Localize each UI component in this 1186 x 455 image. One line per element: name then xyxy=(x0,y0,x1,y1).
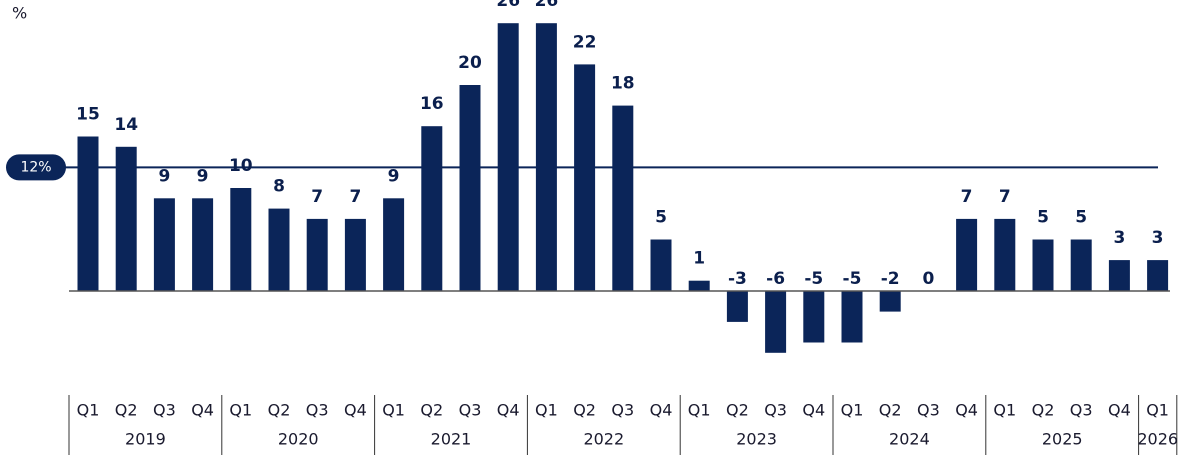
value-label: 9 xyxy=(197,166,209,186)
value-label: 18 xyxy=(611,74,635,94)
x-tick-label: Q3 xyxy=(917,401,940,420)
value-label: -3 xyxy=(728,269,747,289)
bar xyxy=(230,188,252,291)
x-tick-label: Q3 xyxy=(1070,401,1093,420)
bar xyxy=(306,218,328,291)
x-tick-label: Q4 xyxy=(497,401,520,420)
group-label: 2022 xyxy=(583,430,624,449)
value-label: 26 xyxy=(496,0,520,11)
bar xyxy=(344,218,366,291)
value-label: 7 xyxy=(349,187,361,207)
value-label: 22 xyxy=(573,32,597,52)
value-label: -2 xyxy=(881,269,900,289)
x-tick-label: Q3 xyxy=(764,401,787,420)
bar xyxy=(612,105,634,291)
bar xyxy=(459,85,481,291)
bar xyxy=(268,208,290,291)
reference-label: 12% xyxy=(20,159,51,175)
x-tick-label: Q1 xyxy=(841,401,864,420)
x-tick-label: Q2 xyxy=(726,401,749,420)
value-label: -6 xyxy=(766,269,785,289)
x-tick-label: Q1 xyxy=(688,401,711,420)
x-tick-label: Q4 xyxy=(955,401,978,420)
x-tick-label: Q1 xyxy=(535,401,558,420)
group-label: 2020 xyxy=(278,430,319,449)
group-label: 2026 xyxy=(1137,430,1178,449)
value-label: 7 xyxy=(999,187,1011,207)
bar xyxy=(650,239,672,291)
x-tick-label: Q4 xyxy=(1108,401,1131,420)
x-tick-label: Q2 xyxy=(268,401,291,420)
x-tick-label: Q2 xyxy=(573,401,596,420)
value-label: 0 xyxy=(922,269,934,289)
value-label: 1 xyxy=(693,249,705,269)
value-label: 8 xyxy=(273,177,285,197)
value-label: 7 xyxy=(961,187,973,207)
bar xyxy=(956,218,978,291)
bar xyxy=(765,291,787,353)
x-tick-label: Q2 xyxy=(879,401,902,420)
bar xyxy=(153,198,175,291)
x-tick-label: Q4 xyxy=(344,401,367,420)
bar xyxy=(192,198,214,291)
reference-badge xyxy=(6,154,66,181)
x-tick-label: Q2 xyxy=(1032,401,1055,420)
x-tick-label: Q3 xyxy=(459,401,482,420)
value-label: 9 xyxy=(388,166,400,186)
value-label: -5 xyxy=(804,269,823,289)
bar xyxy=(1108,260,1130,291)
group-label: 2025 xyxy=(1042,430,1083,449)
x-tick-label: Q1 xyxy=(229,401,252,420)
x-tick-label: Q3 xyxy=(611,401,634,420)
bar xyxy=(535,23,557,291)
value-label: 26 xyxy=(535,0,559,11)
bar xyxy=(803,291,825,343)
bar xyxy=(574,64,596,292)
bar xyxy=(879,291,901,312)
group-label: 2024 xyxy=(889,430,930,449)
value-label: 15 xyxy=(76,105,100,125)
bar xyxy=(421,126,443,291)
bar xyxy=(1070,239,1092,291)
x-tick-label: Q1 xyxy=(382,401,405,420)
x-tick-label: Q3 xyxy=(306,401,329,420)
group-label: 2023 xyxy=(736,430,777,449)
x-tick-label: Q4 xyxy=(191,401,214,420)
bar xyxy=(115,146,137,291)
group-label: 2019 xyxy=(125,430,166,449)
value-label: 7 xyxy=(311,187,323,207)
x-tick-label: Q2 xyxy=(115,401,138,420)
x-tick-label: Q4 xyxy=(650,401,673,420)
value-label: 16 xyxy=(420,94,444,114)
group-label: 2021 xyxy=(431,430,472,449)
bar xyxy=(688,280,710,291)
bar xyxy=(1032,239,1054,291)
value-label: 3 xyxy=(1113,228,1125,248)
x-tick-label: Q1 xyxy=(77,401,100,420)
value-label: 3 xyxy=(1152,228,1164,248)
value-label: 9 xyxy=(158,166,170,186)
value-label: 10 xyxy=(229,156,253,176)
value-label: 5 xyxy=(1075,208,1087,228)
bar xyxy=(726,291,748,322)
value-label: 5 xyxy=(655,208,667,228)
x-tick-label: Q3 xyxy=(153,401,176,420)
value-label: 20 xyxy=(458,53,482,73)
x-tick-label: Q4 xyxy=(802,401,825,420)
unit-label: % xyxy=(12,4,27,23)
x-tick-label: Q1 xyxy=(1146,401,1169,420)
value-label: 5 xyxy=(1037,208,1049,228)
x-tick-label: Q2 xyxy=(420,401,443,420)
bar xyxy=(497,23,519,291)
x-tick-label: Q1 xyxy=(993,401,1016,420)
bar xyxy=(77,136,99,291)
bar xyxy=(994,218,1016,291)
bar xyxy=(383,198,405,291)
bar xyxy=(841,291,863,343)
bar xyxy=(1147,260,1169,291)
value-label: 14 xyxy=(114,115,138,135)
value-label: -5 xyxy=(843,269,862,289)
